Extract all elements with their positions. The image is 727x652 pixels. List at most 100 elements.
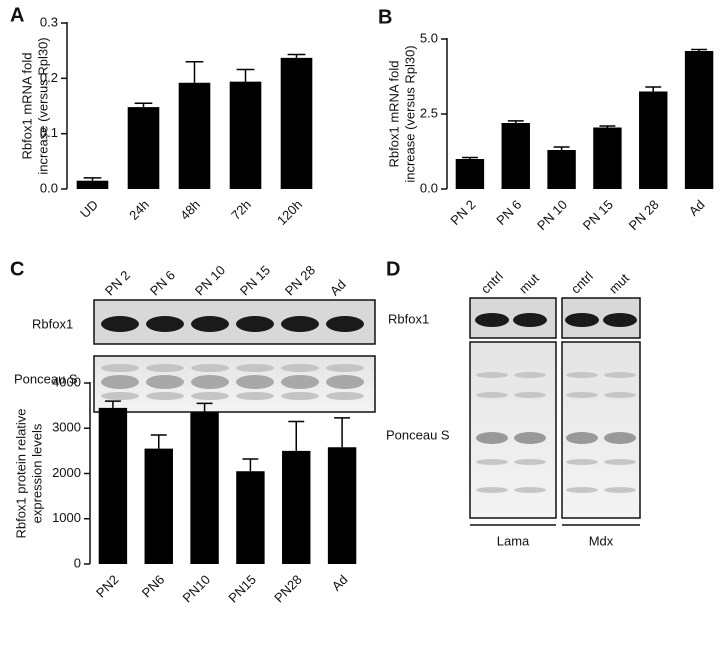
y-axis-label: expression levels: [29, 423, 44, 523]
row-label: Ponceau S: [386, 427, 450, 442]
x-tick-label: PN2: [93, 572, 121, 600]
x-tick-label: Ad: [329, 572, 351, 594]
y-axis-label: Rbfox1 protein relative: [13, 408, 28, 538]
ponceau-band: [476, 432, 508, 444]
ponceau-band: [101, 375, 139, 389]
y-tick-label: 0.0: [420, 180, 438, 195]
bar: [190, 412, 219, 564]
y-tick-label: 2000: [52, 465, 81, 480]
ponceau-band: [566, 487, 598, 493]
lane-label: cntrl: [568, 269, 596, 297]
ponceau-band: [604, 392, 636, 398]
x-tick-label: PN28: [271, 572, 305, 606]
y-axis-label: increase (versus Rpl30): [35, 37, 50, 174]
bar: [229, 81, 262, 189]
y-tick-label: 5.0: [420, 30, 438, 45]
y-tick-label: 4000: [52, 374, 81, 389]
panel-letter: A: [10, 4, 24, 26]
ponceau-band: [514, 432, 546, 444]
panel-letter: B: [378, 6, 392, 28]
y-axis-label: Rbfox1 mRNA fold: [19, 53, 34, 160]
lane-label: mut: [516, 270, 542, 296]
y-tick-label: 1000: [52, 510, 81, 525]
bar: [76, 180, 109, 189]
row-label: Rbfox1: [32, 316, 73, 331]
bar: [127, 107, 160, 189]
ponceau-band: [236, 392, 274, 400]
band: [513, 313, 547, 327]
y-tick-label: 0.0: [40, 180, 58, 195]
group-label: Mdx: [589, 533, 614, 548]
ponceau-band: [604, 372, 636, 378]
ponceau-band: [146, 392, 184, 400]
lane-label: cntrl: [478, 269, 506, 297]
bar: [98, 407, 128, 564]
band: [101, 316, 139, 332]
lane-label: PN 28: [282, 262, 318, 298]
bar: [236, 471, 265, 564]
ponceau-band: [604, 459, 636, 465]
ponceau-band: [514, 392, 546, 398]
bar: [455, 159, 485, 189]
ponceau-band: [281, 364, 319, 372]
row-label: Ponceau S: [14, 371, 78, 386]
ponceau-band: [236, 375, 274, 389]
ponceau-band: [566, 432, 598, 444]
y-tick-label: 0: [74, 555, 81, 570]
x-tick-label: 48h: [177, 197, 203, 223]
ponceau-band: [604, 487, 636, 493]
ponceau-band: [476, 459, 508, 465]
ponceau-band: [101, 364, 139, 372]
band: [326, 316, 364, 332]
ponceau-band: [514, 372, 546, 378]
x-tick-label: PN10: [180, 572, 214, 606]
x-tick-label: 72h: [228, 197, 254, 223]
band: [236, 316, 274, 332]
y-tick-label: 3000: [52, 420, 81, 435]
group-label: Lama: [497, 533, 530, 548]
band: [475, 313, 509, 327]
x-tick-label: PN 10: [534, 197, 570, 233]
ponceau-band: [326, 364, 364, 372]
y-tick-label: 2.5: [420, 105, 438, 120]
x-tick-label: UD: [77, 197, 101, 221]
ponceau-band: [514, 487, 546, 493]
ponceau-band: [566, 372, 598, 378]
x-tick-label: PN 2: [447, 197, 478, 228]
bar: [327, 447, 357, 564]
x-tick-label: Ad: [686, 197, 708, 219]
ponceau-band: [191, 392, 229, 400]
bar: [178, 82, 211, 189]
ponceau-band: [236, 364, 274, 372]
band: [146, 316, 184, 332]
band: [565, 313, 599, 327]
ponceau-band: [146, 364, 184, 372]
blots: [93, 297, 641, 526]
x-tick-label: PN 15: [580, 197, 616, 233]
band: [191, 316, 229, 332]
ponceau-band: [514, 459, 546, 465]
x-tick-label: PN 6: [493, 197, 524, 228]
panel-letter: D: [386, 258, 400, 280]
ponceau-band: [326, 392, 364, 400]
band: [603, 313, 637, 327]
bar: [593, 127, 622, 189]
ponceau-band: [566, 392, 598, 398]
y-axis-label: Rbfox1 mRNA fold: [386, 61, 401, 168]
lane-label: PN 2: [102, 268, 133, 299]
lane-label: PN 6: [147, 268, 178, 299]
ponceau-band: [326, 375, 364, 389]
x-tick-label: PN 28: [626, 197, 662, 233]
x-tick-label: PN6: [139, 572, 167, 600]
ponceau-band: [191, 375, 229, 389]
ponceau-band: [281, 392, 319, 400]
lane-label: PN 10: [192, 262, 228, 298]
lane-label: Ad: [327, 277, 349, 299]
ponceau-band: [281, 375, 319, 389]
bar: [684, 51, 714, 189]
y-tick-label: 0.3: [40, 14, 58, 29]
ponceau-band: [476, 392, 508, 398]
bar: [547, 150, 576, 189]
band: [281, 316, 319, 332]
